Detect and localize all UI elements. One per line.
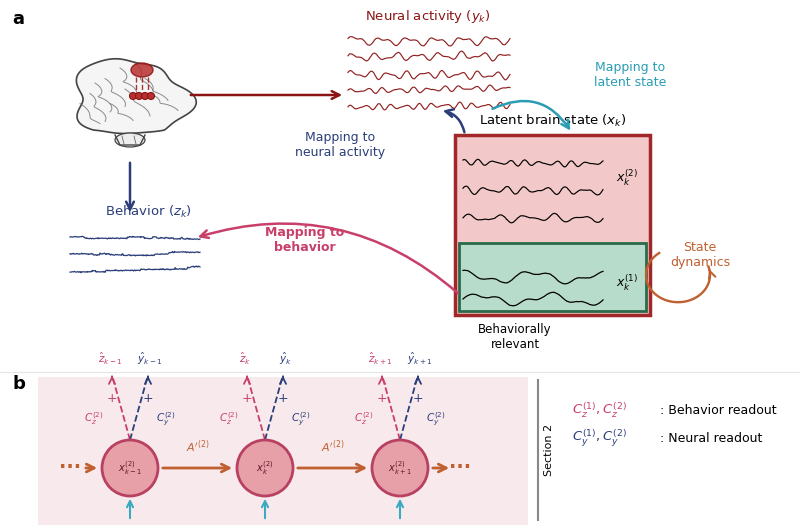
Text: $x_{k-1}^{(2)}$: $x_{k-1}^{(2)}$ [118, 459, 142, 477]
Text: : Behavior readout: : Behavior readout [660, 403, 777, 417]
FancyBboxPatch shape [455, 135, 650, 315]
Text: Mapping to
behavior: Mapping to behavior [266, 226, 345, 254]
Text: $\hat{y}_{k+1}$: $\hat{y}_{k+1}$ [407, 351, 433, 367]
Text: Behaviorally
relevant: Behaviorally relevant [478, 323, 552, 351]
Text: $C_y^{(2)}$: $C_y^{(2)}$ [156, 411, 176, 428]
Text: $A'^{(2)}$: $A'^{(2)}$ [321, 439, 345, 455]
Text: $C_y^{(2)}$: $C_y^{(2)}$ [426, 411, 446, 428]
Text: $A'^{(2)}$: $A'^{(2)}$ [186, 439, 210, 455]
Text: $\uparrow^{(2)}$: $\uparrow^{(2)}$ [118, 528, 142, 530]
Text: $\uparrow^{(2)}$: $\uparrow^{(2)}$ [254, 528, 277, 530]
Text: $\hat{z}_{k+1}$: $\hat{z}_{k+1}$ [368, 351, 392, 367]
Text: $C_z^{(2)}$: $C_z^{(2)}$ [84, 410, 104, 427]
Text: b: b [12, 375, 25, 393]
Text: $C_z^{(2)}$: $C_z^{(2)}$ [354, 410, 374, 427]
Text: $C_y^{(2)}$: $C_y^{(2)}$ [291, 411, 311, 428]
Text: $x_k^{(2)}$: $x_k^{(2)}$ [616, 168, 638, 188]
Text: +: + [278, 392, 288, 405]
Text: $\hat{z}_k$: $\hat{z}_k$ [239, 351, 251, 367]
Text: a: a [12, 10, 24, 28]
Text: ···: ··· [449, 458, 471, 478]
Text: $x_k^{(1)}$: $x_k^{(1)}$ [616, 273, 638, 293]
Text: +: + [242, 392, 252, 405]
Text: +: + [106, 392, 118, 405]
Text: Mapping to
latent state: Mapping to latent state [594, 61, 666, 89]
Circle shape [135, 93, 142, 100]
FancyBboxPatch shape [38, 377, 528, 525]
Text: $C_y^{(1)}, C_y^{(2)}$: $C_y^{(1)}, C_y^{(2)}$ [572, 427, 626, 449]
Text: $\hat{y}_{k-1}$: $\hat{y}_{k-1}$ [137, 351, 163, 367]
Text: $\hat{z}_{k-1}$: $\hat{z}_{k-1}$ [98, 351, 122, 367]
Text: +: + [142, 392, 154, 405]
Text: State
dynamics: State dynamics [670, 241, 730, 269]
Text: $C_z^{(2)}$: $C_z^{(2)}$ [219, 410, 239, 427]
Text: ···: ··· [59, 458, 81, 478]
Text: +: + [377, 392, 387, 405]
Text: $\hat{y}_k$: $\hat{y}_k$ [278, 351, 291, 367]
Text: $C_z^{(1)}, C_z^{(2)}$: $C_z^{(1)}, C_z^{(2)}$ [572, 400, 626, 420]
Text: : Neural readout: : Neural readout [660, 431, 762, 445]
Ellipse shape [131, 63, 153, 77]
FancyBboxPatch shape [459, 243, 646, 311]
Text: $x_k^{(2)}$: $x_k^{(2)}$ [256, 459, 274, 477]
Polygon shape [76, 59, 196, 134]
Text: $x_{k+1}^{(2)}$: $x_{k+1}^{(2)}$ [388, 459, 412, 477]
Circle shape [147, 93, 154, 100]
Text: Section 2: Section 2 [544, 424, 554, 476]
Circle shape [372, 440, 428, 496]
Circle shape [130, 93, 137, 100]
Text: Neural activity ($y_k$): Neural activity ($y_k$) [365, 8, 491, 25]
Text: Latent brain state ($x_k$): Latent brain state ($x_k$) [478, 113, 626, 129]
Text: $\uparrow^{(2)}$: $\uparrow^{(2)}$ [389, 528, 411, 530]
Ellipse shape [115, 133, 145, 147]
Text: +: + [413, 392, 423, 405]
Circle shape [142, 93, 149, 100]
Text: Mapping to
neural activity: Mapping to neural activity [295, 131, 385, 159]
Text: Behavior ($z_k$): Behavior ($z_k$) [105, 204, 192, 220]
Circle shape [102, 440, 158, 496]
Circle shape [237, 440, 293, 496]
